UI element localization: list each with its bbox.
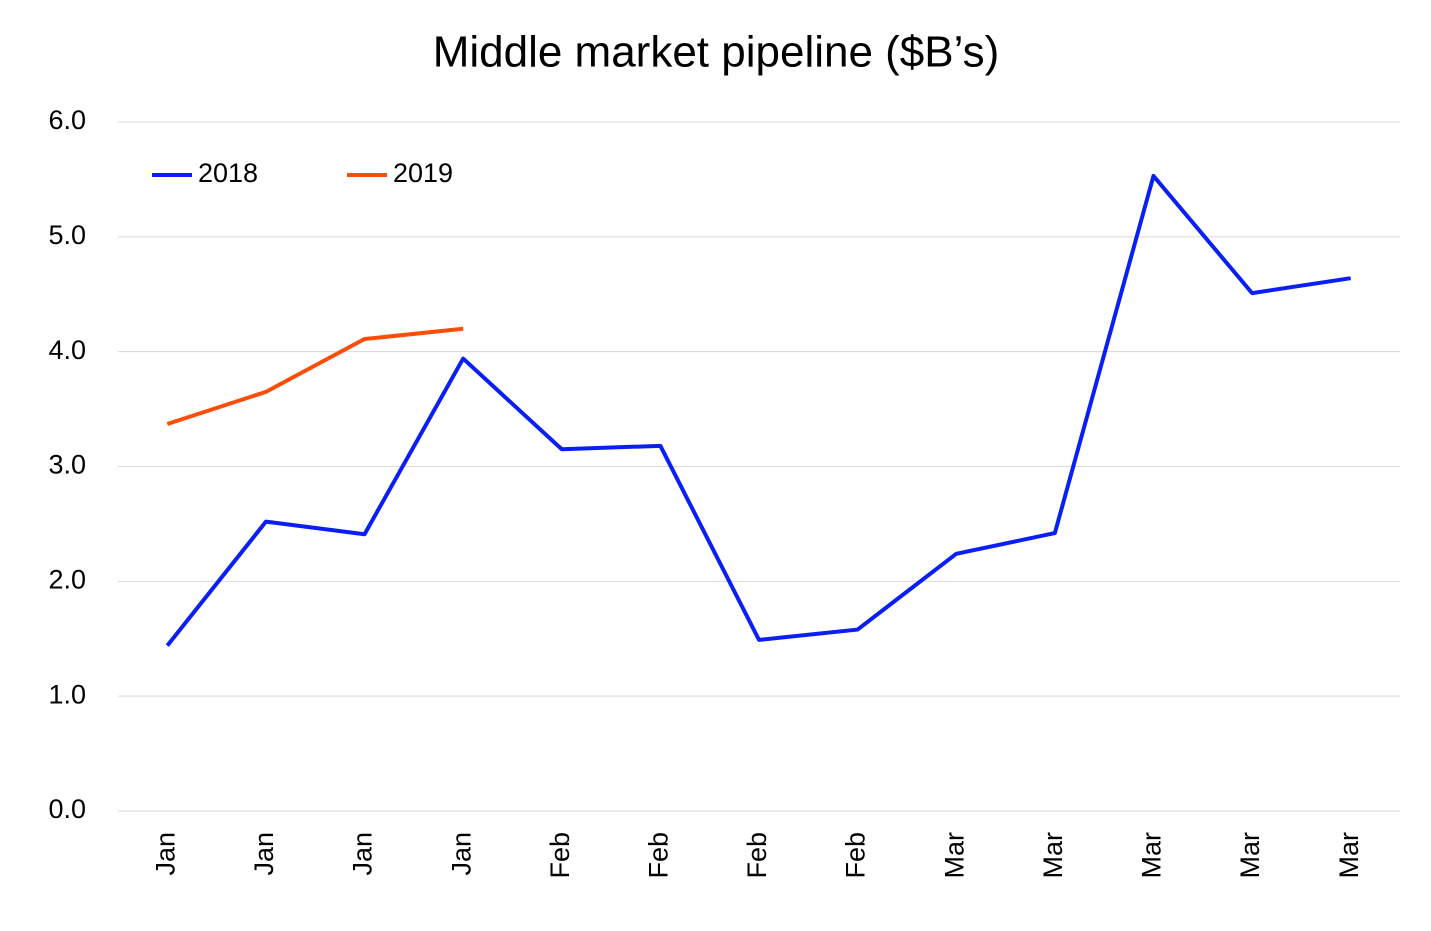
y-tick-label: 2.0 <box>48 564 86 594</box>
x-tick-label: Feb <box>644 832 674 879</box>
x-tick-label: Mar <box>1137 832 1167 879</box>
x-tick-label: Feb <box>742 832 772 879</box>
legend-label: 2018 <box>198 158 258 188</box>
x-tick-label: Feb <box>545 832 575 879</box>
x-tick-label: Jan <box>249 832 279 876</box>
chart-title: Middle market pipeline ($B’s) <box>433 28 1000 77</box>
x-tick-label: Mar <box>1235 832 1265 879</box>
y-tick-label: 0.0 <box>48 794 86 824</box>
y-tick-label: 4.0 <box>48 335 86 365</box>
y-tick-label: 5.0 <box>48 220 86 250</box>
x-tick-label: Mar <box>939 832 969 879</box>
y-tick-label: 6.0 <box>48 105 86 135</box>
x-tick-label: Jan <box>150 832 180 876</box>
y-tick-label: 1.0 <box>48 679 86 709</box>
y-tick-label: 3.0 <box>48 450 86 480</box>
series-line <box>166 326 464 426</box>
x-tick-label: Mar <box>1334 832 1364 879</box>
legend-label: 2019 <box>393 158 453 188</box>
x-tick-label: Feb <box>841 832 871 879</box>
x-tick-label: Mar <box>1038 832 1068 879</box>
x-tick-label: Jan <box>446 832 476 876</box>
x-tick-label: Jan <box>348 832 378 876</box>
series-line <box>165 173 1351 647</box>
